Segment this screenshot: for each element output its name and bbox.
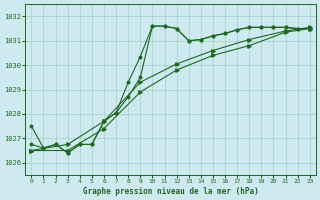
X-axis label: Graphe pression niveau de la mer (hPa): Graphe pression niveau de la mer (hPa) [83,187,259,196]
